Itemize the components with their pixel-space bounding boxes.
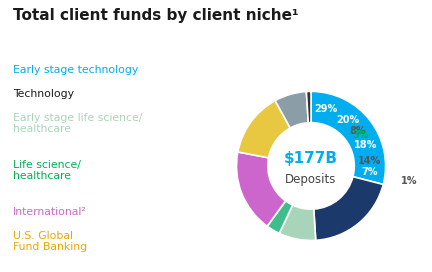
Wedge shape: [238, 101, 290, 158]
Text: International²: International²: [13, 207, 87, 217]
Wedge shape: [314, 177, 383, 240]
Wedge shape: [236, 152, 286, 226]
Text: 29%: 29%: [314, 104, 337, 114]
Wedge shape: [280, 205, 316, 240]
Wedge shape: [311, 91, 386, 184]
Text: 1%: 1%: [401, 176, 417, 186]
Wedge shape: [306, 91, 311, 123]
Text: U.S. Global
Fund Banking: U.S. Global Fund Banking: [13, 231, 87, 252]
Text: Deposits: Deposits: [286, 173, 337, 186]
Wedge shape: [275, 91, 308, 128]
Text: 8%: 8%: [349, 126, 366, 136]
Text: Life science/
healthcare: Life science/ healthcare: [13, 160, 81, 181]
Text: Early stage life science/
healthcare: Early stage life science/ healthcare: [13, 113, 142, 134]
Text: 3%: 3%: [353, 130, 369, 140]
Text: 14%: 14%: [358, 156, 381, 166]
Text: 20%: 20%: [336, 115, 359, 125]
Wedge shape: [267, 201, 292, 233]
Text: $177B: $177B: [284, 151, 338, 166]
Text: Early stage technology: Early stage technology: [13, 65, 138, 75]
Text: Total client funds by client niche¹: Total client funds by client niche¹: [13, 8, 299, 23]
Text: 18%: 18%: [354, 140, 378, 150]
Text: 7%: 7%: [361, 166, 378, 177]
Text: Technology: Technology: [13, 89, 74, 99]
